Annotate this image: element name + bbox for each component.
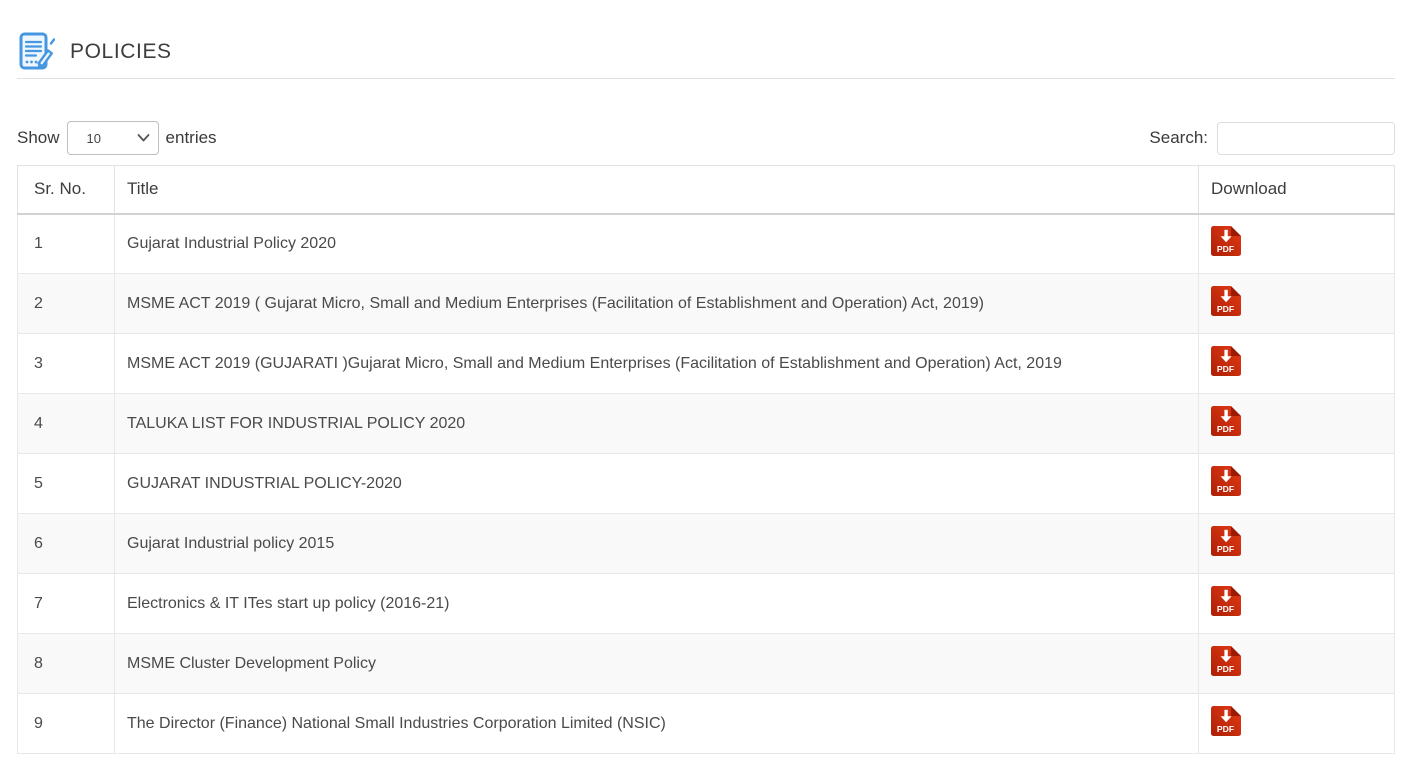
svg-text:PDF: PDF [1217,244,1234,254]
search-input[interactable] [1217,121,1395,155]
download-cell: PDF [1198,693,1395,754]
table-row: 3 MSME ACT 2019 (GUJARATI )Gujarat Micro… [17,333,1395,394]
pdf-download-icon[interactable]: PDF [1211,346,1241,376]
title-cell: The Director (Finance) National Small In… [114,693,1199,754]
sr-no-cell: 7 [17,573,115,634]
table-row: 6 Gujarat Industrial policy 2015 [17,513,1395,574]
sr-no-cell: 2 [17,273,115,334]
title-cell: MSME ACT 2019 (GUJARATI )Gujarat Micro, … [114,333,1199,394]
table-body: 1 Gujarat Industrial Policy 2020 [17,213,1395,754]
sr-no-cell: 4 [17,393,115,454]
document-edit-icon [17,31,55,73]
sr-no-cell: 1 [17,213,115,274]
svg-text:PDF: PDF [1217,664,1234,674]
column-header-title: Title [114,165,1199,215]
download-cell: PDF [1198,273,1395,334]
entries-label: entries [165,128,217,147]
svg-text:PDF: PDF [1217,424,1234,434]
table-row: 4 TALUKA LIST FOR INDUSTRIAL POLICY 2020 [17,393,1395,454]
column-header-sr-no: Sr. No. [17,165,115,215]
pdf-download-icon[interactable]: PDF [1211,646,1241,676]
sr-no-cell: 8 [17,633,115,694]
sr-no-cell: 9 [17,693,115,754]
column-header-download: Download [1198,165,1395,215]
page-title: POLICIES [70,40,172,63]
download-cell: PDF [1198,213,1395,274]
entries-select-wrap: 10 [66,121,159,155]
title-cell: TALUKA LIST FOR INDUSTRIAL POLICY 2020 [114,393,1199,454]
show-label: Show [17,128,60,147]
sr-no-cell: 5 [17,453,115,514]
title-cell: Gujarat Industrial Policy 2020 [114,213,1199,274]
pdf-download-icon[interactable]: PDF [1211,226,1241,257]
search-control: Search: [1149,121,1395,155]
table-row: 1 Gujarat Industrial Policy 2020 [17,213,1395,274]
table-header-row: Sr. No. Title Download [17,165,1395,215]
title-cell: Gujarat Industrial policy 2015 [114,513,1199,574]
pdf-download-icon[interactable]: PDF [1211,526,1241,556]
download-cell: PDF [1198,393,1395,454]
table-row: 8 MSME Cluster Development Policy [17,633,1395,694]
table-row: 2 MSME ACT 2019 ( Gujarat Micro, Small a… [17,273,1395,334]
sr-no-cell: 6 [17,513,115,574]
entries-select[interactable]: 10 [66,121,159,155]
title-cell: Electronics & IT ITes start up policy (2… [114,573,1199,634]
svg-text:PDF: PDF [1217,364,1234,374]
download-cell: PDF [1198,333,1395,394]
sr-no-cell: 3 [17,333,115,394]
table-row: 7 Electronics & IT ITes start up policy … [17,573,1395,634]
title-cell: GUJARAT INDUSTRIAL POLICY-2020 [114,453,1199,514]
search-label: Search: [1149,128,1208,147]
download-cell: PDF [1198,573,1395,634]
svg-text:PDF: PDF [1217,604,1234,614]
table-row: 9 The Director (Finance) National Small … [17,693,1395,754]
page-header: POLICIES [17,0,1395,79]
download-cell: PDF [1198,513,1395,574]
table-row: 5 GUJARAT INDUSTRIAL POLICY-2020 [17,453,1395,514]
pdf-download-icon[interactable]: PDF [1211,586,1241,616]
title-cell: MSME ACT 2019 ( Gujarat Micro, Small and… [114,273,1199,334]
pdf-download-icon[interactable]: PDF [1211,406,1241,436]
table-header: Sr. No. Title Download [17,165,1395,215]
table-controls: Show 10 entries Search: [17,121,1395,155]
svg-text:PDF: PDF [1217,724,1234,734]
show-entries-control: Show 10 entries [17,121,217,155]
pdf-download-icon[interactable]: PDF [1211,706,1241,736]
download-cell: PDF [1198,453,1395,514]
pdf-download-icon[interactable]: PDF [1211,466,1241,496]
svg-text:PDF: PDF [1217,304,1234,314]
svg-text:PDF: PDF [1217,544,1234,554]
title-cell: MSME Cluster Development Policy [114,633,1199,694]
download-cell: PDF [1198,633,1395,694]
svg-text:PDF: PDF [1217,484,1234,494]
policies-table: Sr. No. Title Download 1 Gujarat Industr… [17,165,1395,754]
pdf-download-icon[interactable]: PDF [1211,286,1241,316]
